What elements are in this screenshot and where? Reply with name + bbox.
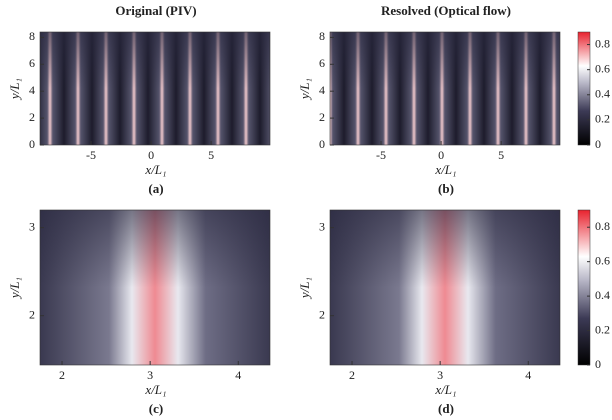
y-axis-label: y/L₁: [7, 277, 22, 300]
x-tick-label: 0: [148, 148, 154, 162]
x-tick-label: -5: [86, 148, 96, 162]
y-tick-label: 4: [29, 83, 35, 97]
field-shade: [40, 210, 270, 365]
x-tick-label: 5: [208, 148, 214, 162]
field-shade: [40, 32, 270, 145]
axes-frame: [329, 31, 561, 146]
panel-caption: (b): [438, 181, 454, 196]
colorbar-tick-label: 0.8: [595, 219, 610, 233]
y-tick-label: 4: [319, 83, 325, 97]
x-tick-label: -5: [376, 148, 386, 162]
panel-title: Resolved (Optical flow): [381, 3, 511, 18]
x-axis-label: x/L₁: [144, 162, 166, 177]
colorbar-tick-label: 0: [595, 357, 601, 371]
y-axis-label: y/L₁: [7, 78, 22, 101]
y-axis-label: y/L₁: [297, 277, 312, 300]
panel-caption: (c): [149, 401, 163, 416]
axes-frame: [329, 209, 561, 366]
x-tick-label: 4: [525, 368, 531, 382]
panel-title: Original (PIV): [115, 3, 196, 18]
y-tick-label: 8: [319, 29, 325, 43]
x-axis-label: x/L₁: [434, 162, 456, 177]
y-tick-label: 0: [319, 137, 325, 151]
colorbar-tick-label: 0: [595, 137, 601, 151]
x-tick-label: 0: [438, 148, 444, 162]
colorbar-tick-label: 0.6: [595, 253, 610, 267]
x-axis-label: x/L₁: [144, 382, 166, 397]
x-tick-label: 5: [498, 148, 504, 162]
y-tick-label: 2: [29, 110, 35, 124]
y-tick-label: 0: [29, 137, 35, 151]
colorbar: [577, 209, 591, 366]
y-tick-label: 2: [319, 110, 325, 124]
x-tick-label: 2: [59, 368, 65, 382]
x-tick-label: 3: [147, 368, 153, 382]
x-tick-label: 2: [349, 368, 355, 382]
y-tick-label: 3: [319, 219, 325, 233]
y-tick-label: 6: [319, 56, 325, 70]
x-tick-label: 4: [235, 368, 241, 382]
colorbar-tick-label: 0.2: [595, 322, 610, 336]
axes-frame: [39, 31, 271, 146]
colorbar-tick-label: 0.4: [595, 87, 610, 101]
y-tick-label: 2: [319, 307, 325, 321]
colorbar-tick-label: 0.8: [595, 36, 610, 50]
field-shade: [330, 32, 560, 145]
colorbar: [577, 31, 591, 146]
y-axis-label: y/L₁: [297, 78, 312, 101]
y-tick-label: 8: [29, 29, 35, 43]
field-shade: [330, 210, 560, 365]
y-tick-label: 2: [29, 307, 35, 321]
x-axis-label: x/L₁: [434, 382, 456, 397]
colorbar-tick-label: 0.6: [595, 61, 610, 75]
panel-caption: (d): [438, 401, 454, 416]
axes-frame: [39, 209, 271, 366]
panel-caption: (a): [148, 181, 163, 196]
y-tick-label: 3: [29, 219, 35, 233]
colorbar-tick-label: 0.4: [595, 288, 610, 302]
colorbar-tick-label: 0.2: [595, 112, 610, 126]
y-tick-label: 6: [29, 56, 35, 70]
x-tick-label: 3: [437, 368, 443, 382]
